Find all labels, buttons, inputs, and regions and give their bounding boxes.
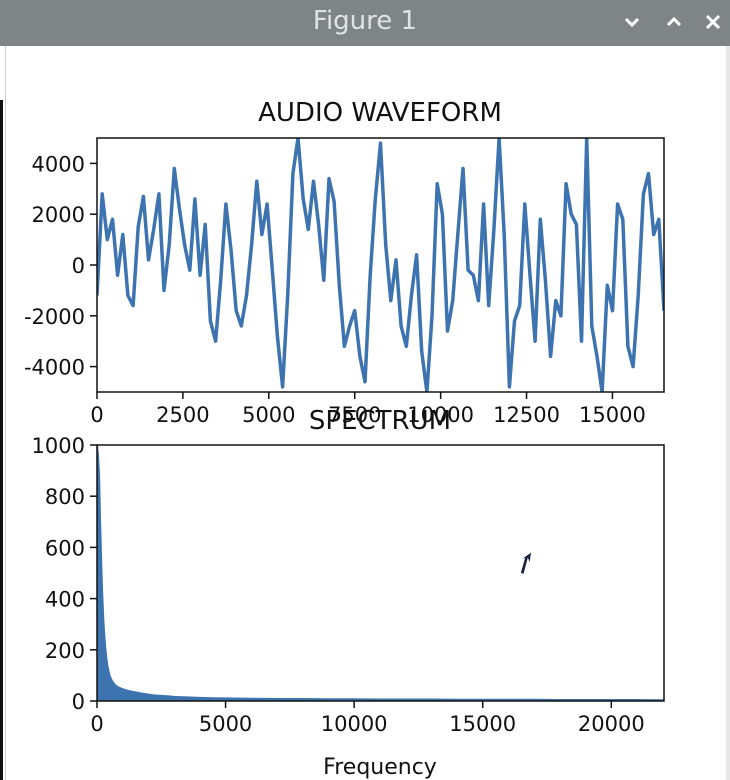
waveform-title: AUDIO WAVEFORM <box>258 98 502 128</box>
minimize-button[interactable] <box>618 8 646 36</box>
waveform-plot: AUDIO WAVEFORM -4000 -2000 0 2000 4000 0 2500 5… <box>24 98 665 427</box>
spectrum-frame <box>96 444 665 702</box>
close-button[interactable] <box>699 8 727 36</box>
x-tick-label: 5000 <box>199 712 252 736</box>
y-tick-label: 0 <box>72 254 85 278</box>
y-tick-label: -4000 <box>24 356 85 380</box>
x-tick-label: 10000 <box>321 712 388 736</box>
spectrum-series <box>97 445 664 701</box>
y-tick-label: 1000 <box>32 434 85 458</box>
waveform-axes: -4000 -2000 0 2000 4000 0 2500 5000 7500 10000 125… <box>24 152 646 427</box>
waveform-line <box>97 138 664 392</box>
x-tick-label: 12500 <box>493 403 560 427</box>
mouse-cursor-icon <box>517 549 533 577</box>
x-tick-label: 20000 <box>578 712 645 736</box>
x-tick-label: 5000 <box>242 403 295 427</box>
y-tick-label: 0 <box>72 690 85 714</box>
y-tick-label: 4000 <box>32 152 85 176</box>
maximize-button[interactable] <box>660 8 688 36</box>
window-title: Figure 1 <box>312 6 418 36</box>
spectrum-area <box>97 445 664 701</box>
chevron-up-icon <box>666 16 682 27</box>
x-tick-label: 10000 <box>407 403 474 427</box>
y-tick-label: 2000 <box>32 203 85 227</box>
waveform-series <box>97 138 664 392</box>
spectrum-xlabel: Frequency <box>323 755 437 780</box>
y-tick-label: 200 <box>45 639 85 663</box>
window-right-border <box>726 46 730 780</box>
x-tick-label: 0 <box>90 712 103 736</box>
x-tick-label: 0 <box>90 403 103 427</box>
window-left-border <box>0 46 6 780</box>
x-tick-label: 15000 <box>449 712 516 736</box>
spectrum-title: SPECTRUM <box>309 406 451 436</box>
y-tick-label: 400 <box>45 588 85 612</box>
window-left-shadow <box>0 100 3 780</box>
y-tick-label: -2000 <box>24 305 85 329</box>
close-icon <box>705 14 721 30</box>
y-tick-label: 800 <box>45 485 85 509</box>
chevron-down-icon <box>624 17 640 28</box>
window-titlebar[interactable]: Figure 1 <box>0 0 730 46</box>
y-tick-label: 600 <box>45 536 85 560</box>
x-tick-label: 7500 <box>328 403 381 427</box>
x-tick-label: 2500 <box>156 403 209 427</box>
x-tick-label: 15000 <box>579 403 646 427</box>
waveform-frame <box>96 137 665 393</box>
